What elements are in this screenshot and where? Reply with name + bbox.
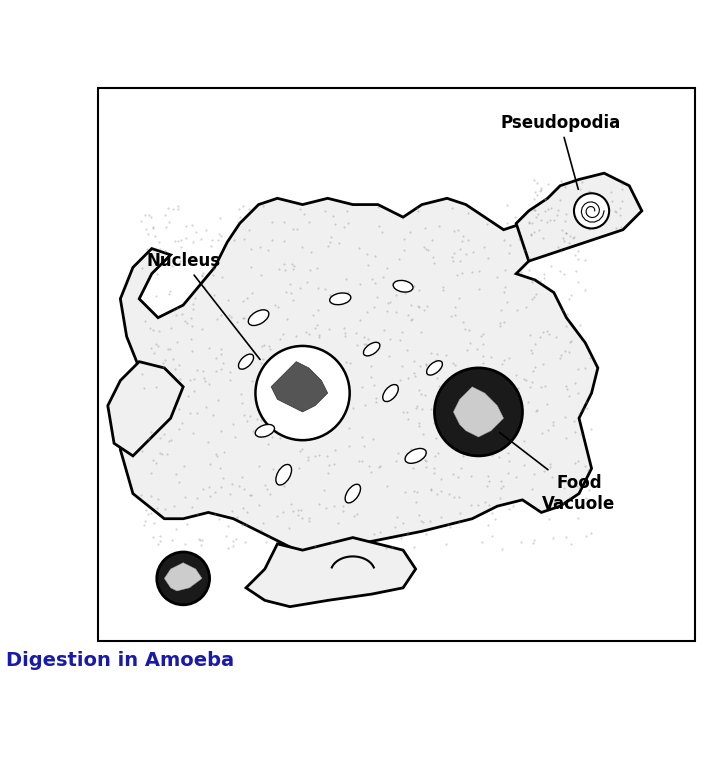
Polygon shape — [246, 537, 415, 607]
Polygon shape — [108, 361, 183, 456]
Ellipse shape — [383, 384, 398, 402]
Text: Pseudopodia: Pseudopodia — [500, 114, 620, 189]
Ellipse shape — [276, 464, 292, 485]
Ellipse shape — [364, 342, 380, 356]
Polygon shape — [164, 562, 202, 591]
Ellipse shape — [426, 361, 442, 375]
Polygon shape — [120, 199, 598, 556]
Text: Food
Vacuole: Food Vacuole — [500, 432, 616, 513]
Ellipse shape — [345, 484, 361, 503]
Ellipse shape — [248, 310, 269, 326]
Ellipse shape — [238, 354, 253, 369]
Ellipse shape — [330, 293, 351, 304]
Circle shape — [434, 368, 523, 456]
Circle shape — [256, 346, 350, 440]
Polygon shape — [454, 387, 503, 437]
FancyBboxPatch shape — [99, 88, 696, 642]
Polygon shape — [516, 174, 642, 261]
Text: Nucleus: Nucleus — [146, 252, 260, 359]
Circle shape — [574, 193, 609, 228]
Text: Digestion in Amoeba: Digestion in Amoeba — [6, 651, 235, 670]
Polygon shape — [271, 361, 328, 412]
Circle shape — [157, 552, 210, 605]
Ellipse shape — [255, 425, 274, 437]
Ellipse shape — [393, 280, 413, 292]
Ellipse shape — [405, 448, 426, 463]
